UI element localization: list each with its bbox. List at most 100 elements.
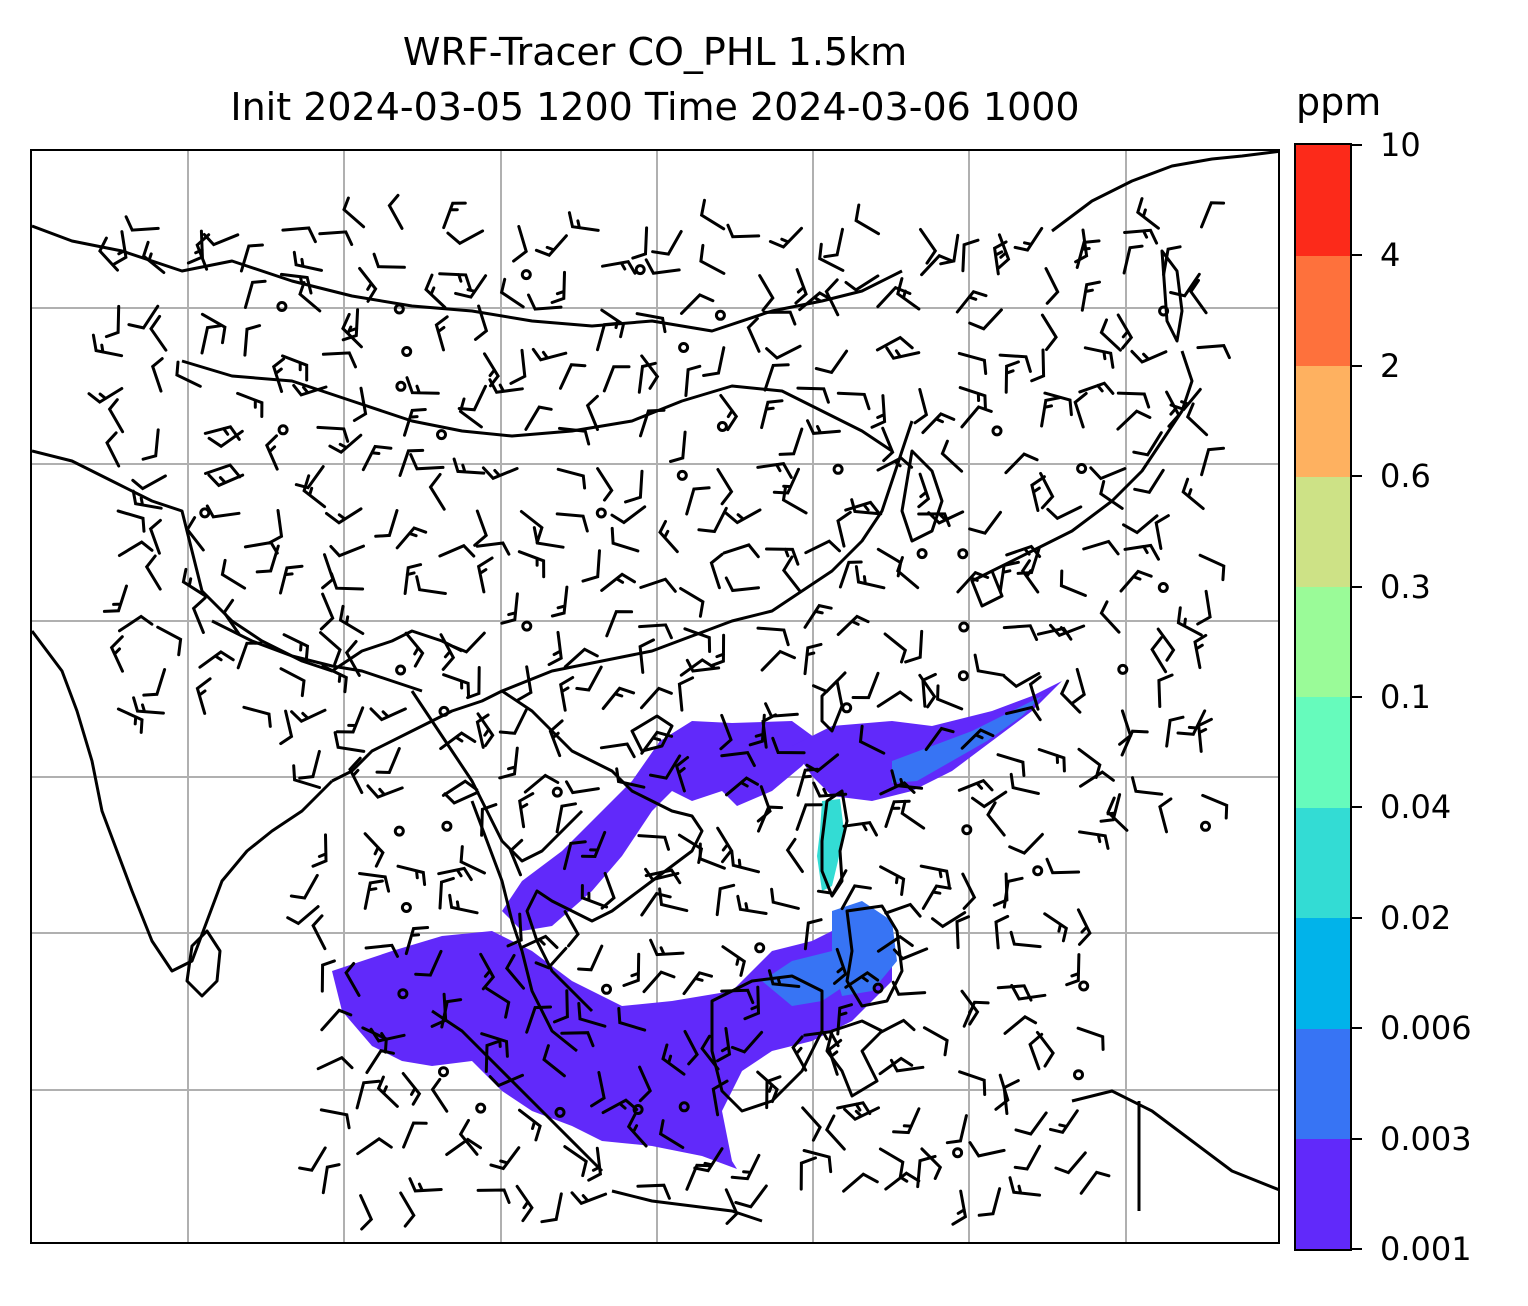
wind-barb (319, 1108, 351, 1130)
calm-wind-circle (401, 346, 413, 357)
wind-barb (799, 1156, 817, 1191)
wind-barb (424, 273, 447, 309)
wind-barb (320, 959, 336, 993)
wind-barb (785, 837, 804, 873)
wind-barb (781, 485, 808, 515)
wind-barb (1165, 390, 1181, 428)
wind-barb (1070, 667, 1086, 705)
wind-barb (1181, 477, 1205, 510)
wind-barb (292, 250, 323, 272)
wind-barb (973, 653, 1006, 677)
wind-barb (1200, 201, 1226, 229)
wind-barb (316, 1055, 354, 1071)
wind-barb (958, 1070, 987, 1096)
wind-barb (1089, 466, 1127, 481)
wind-barb (298, 281, 322, 313)
wind-barb (1013, 226, 1044, 252)
wind-barb (685, 1163, 713, 1191)
wind-barb (387, 193, 404, 230)
wind-barb (481, 466, 519, 481)
wind-barb (1077, 747, 1102, 779)
wind-barb (824, 278, 840, 317)
wind-barb (555, 512, 589, 533)
wind-barb (563, 840, 587, 871)
wind-barb (716, 1027, 732, 1063)
wind-barb (200, 312, 227, 345)
wind-barb (281, 226, 317, 244)
wind-barb (369, 1027, 406, 1043)
wind-barb (957, 351, 988, 375)
wind-barb (1005, 705, 1042, 722)
wind-barb (1158, 797, 1173, 834)
calm-wind-circle (438, 1066, 449, 1078)
wind-barb (958, 386, 987, 410)
wind-barb (698, 842, 726, 870)
wind-barb (622, 952, 641, 987)
calm-wind-circle (991, 425, 1003, 437)
wind-barb (600, 572, 636, 592)
wind-barb (141, 240, 166, 274)
wind-barb (803, 1030, 840, 1048)
wind-barb (762, 310, 797, 326)
wind-barb (801, 1106, 822, 1142)
wind-barb (879, 1018, 916, 1034)
wind-barb (791, 1035, 808, 1072)
wind-barb (961, 238, 980, 273)
wind-barb (515, 1184, 534, 1223)
wind-barb (1099, 480, 1124, 510)
wind-barb (243, 324, 262, 357)
wind-barb (409, 453, 445, 471)
wind-barb (722, 543, 760, 559)
wind-barb (403, 563, 423, 595)
wind-barb (854, 565, 886, 590)
wind-barb (724, 508, 762, 525)
colorbar-tick (1352, 806, 1362, 809)
wind-barb (1185, 402, 1209, 437)
wind-barb (207, 429, 244, 449)
wind-barb (615, 767, 646, 789)
wind-barb (398, 448, 425, 477)
wind-barb (1156, 627, 1176, 662)
wind-barb (765, 547, 800, 566)
wind-barb (1049, 1109, 1079, 1134)
calm-wind-circle (832, 463, 844, 475)
wind-barb (524, 405, 553, 431)
wind-barb (243, 540, 279, 555)
wind-barb (677, 676, 695, 712)
wind-barb (149, 314, 168, 352)
wind-barb (1035, 1030, 1055, 1068)
wind-barb (475, 541, 511, 556)
wind-barb (720, 750, 756, 768)
wind-barb (843, 1106, 880, 1122)
wind-barb (599, 742, 636, 759)
wind-barb (585, 394, 599, 431)
wind-barb (921, 884, 952, 910)
wind-barb (220, 558, 247, 590)
wind-barb (699, 243, 726, 275)
wind-barb (761, 713, 778, 749)
wind-barb (640, 891, 672, 917)
wind-barb (504, 953, 525, 990)
wind-barb (756, 461, 793, 479)
coast-malay-peninsula (470, 800, 578, 1053)
wind-barb (998, 353, 1032, 373)
wind-barb (1039, 471, 1055, 510)
wind-barb (448, 893, 479, 915)
wind-barb (596, 467, 614, 502)
wind-barb (806, 419, 841, 435)
wind-barb (956, 570, 990, 594)
wind-barb (945, 1114, 968, 1145)
wind-barb (395, 526, 428, 550)
wind-barb (600, 871, 616, 910)
wind-barb (476, 1188, 511, 1204)
calm-wind-circle (678, 342, 690, 353)
wind-barb (440, 998, 463, 1029)
wind-barb (960, 728, 995, 750)
wind-barb (575, 665, 603, 692)
wind-barb (674, 756, 690, 793)
wind-barb (298, 749, 321, 780)
wind-barb (885, 346, 921, 360)
wind-barb (879, 865, 906, 896)
wind-barb (485, 987, 511, 1019)
wind-barb (805, 753, 840, 774)
